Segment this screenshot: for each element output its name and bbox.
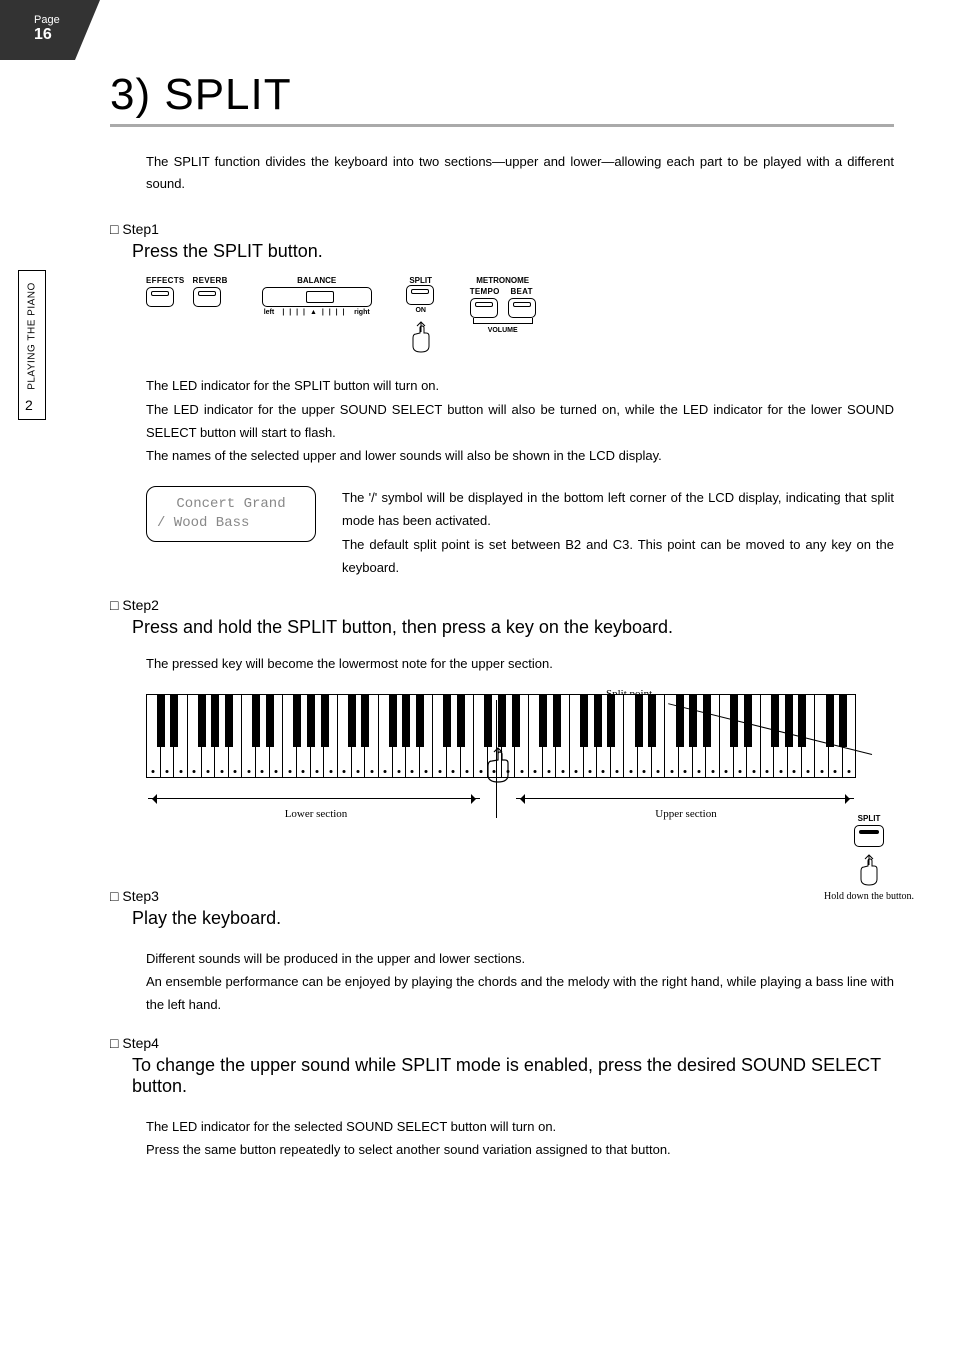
balance-slider-icon [262, 287, 372, 307]
step1-p3: The names of the selected upper and lowe… [146, 444, 894, 467]
section-divider [496, 700, 497, 818]
page-title: 3) SPLIT [110, 70, 894, 127]
split-button-icon [406, 285, 434, 305]
step4-head: Step4 [110, 1035, 894, 1051]
balance-left: left [264, 309, 275, 316]
hold-finger-icon [854, 853, 884, 889]
effects-label: EFFECTS [146, 276, 185, 285]
lcd-line2: / Wood Bass [157, 514, 305, 533]
step1-p1: The LED indicator for the SPLIT button w… [146, 374, 894, 397]
finger-press-icon [406, 320, 436, 356]
beat-label: BEAT [508, 287, 536, 296]
keyboard-finger-icon [481, 746, 515, 786]
balance-ticks: | | | | ▲ | | | | [282, 309, 346, 316]
reverb-button-icon [193, 287, 221, 307]
step2-head: Step2 [110, 597, 894, 613]
volume-bracket-icon [473, 318, 533, 324]
hold-split-label: SPLIT [804, 814, 934, 823]
side-tab: PLAYING THE PIANO 2 [18, 270, 46, 420]
intro-text: The SPLIT function divides the keyboard … [146, 151, 894, 195]
lower-arrow [148, 798, 480, 799]
section-number: 2 [25, 397, 33, 413]
step2-title: Press and hold the SPLIT button, then pr… [132, 617, 894, 638]
step1-p2: The LED indicator for the upper SOUND SE… [146, 398, 894, 445]
split-label: SPLIT [406, 276, 436, 285]
hold-caption: Hold down the button. [804, 891, 934, 902]
balance-label: BALANCE [262, 276, 372, 285]
upper-arrow [516, 798, 854, 799]
hold-split-button-icon [854, 825, 884, 847]
metronome-label: METRONOME [470, 276, 536, 285]
page-label: Page [34, 14, 100, 26]
volume-label: VOLUME [470, 327, 536, 334]
lower-section-label: Lower section [146, 808, 486, 820]
split-on-label: ON [406, 307, 436, 314]
reverb-label: REVERB [193, 276, 228, 285]
lcd-display: Concert Grand / Wood Bass [146, 486, 316, 542]
step1-side1: The '/' symbol will be displayed in the … [342, 486, 894, 533]
step4-p1: The LED indicator for the selected SOUND… [146, 1115, 894, 1138]
beat-button-icon [508, 298, 536, 318]
keyboard-diagram: Split point Lower section Upper section … [146, 694, 894, 818]
step4-title: To change the upper sound while SPLIT mo… [132, 1055, 894, 1097]
step3-p1: Different sounds will be produced in the… [146, 947, 894, 970]
tempo-label: TEMPO [470, 287, 500, 296]
section-label: PLAYING THE PIANO [27, 282, 38, 390]
hold-button-group: SPLIT Hold down the button. [804, 814, 934, 902]
tempo-button-icon [470, 298, 498, 318]
effects-button-icon [146, 287, 174, 307]
lcd-line1: Concert Grand [157, 495, 305, 514]
step1-head: Step1 [110, 221, 894, 237]
control-panel-diagram: EFFECTS REVERB BALANCE left | | | | ▲ | |… [146, 276, 894, 356]
balance-right: right [354, 309, 370, 316]
step2-p1: The pressed key will become the lowermos… [146, 652, 894, 675]
step4-p2: Press the same button repeatedly to sele… [146, 1138, 894, 1161]
step3-title: Play the keyboard. [132, 908, 894, 929]
step1-side2: The default split point is set between B… [342, 533, 894, 580]
step1-title: Press the SPLIT button. [132, 241, 894, 262]
page-corner: Page 16 [0, 0, 100, 60]
page-number: 16 [34, 26, 100, 44]
step3-p2: An ensemble performance can be enjoyed b… [146, 970, 894, 1017]
step3-head: Step3 [110, 888, 894, 904]
